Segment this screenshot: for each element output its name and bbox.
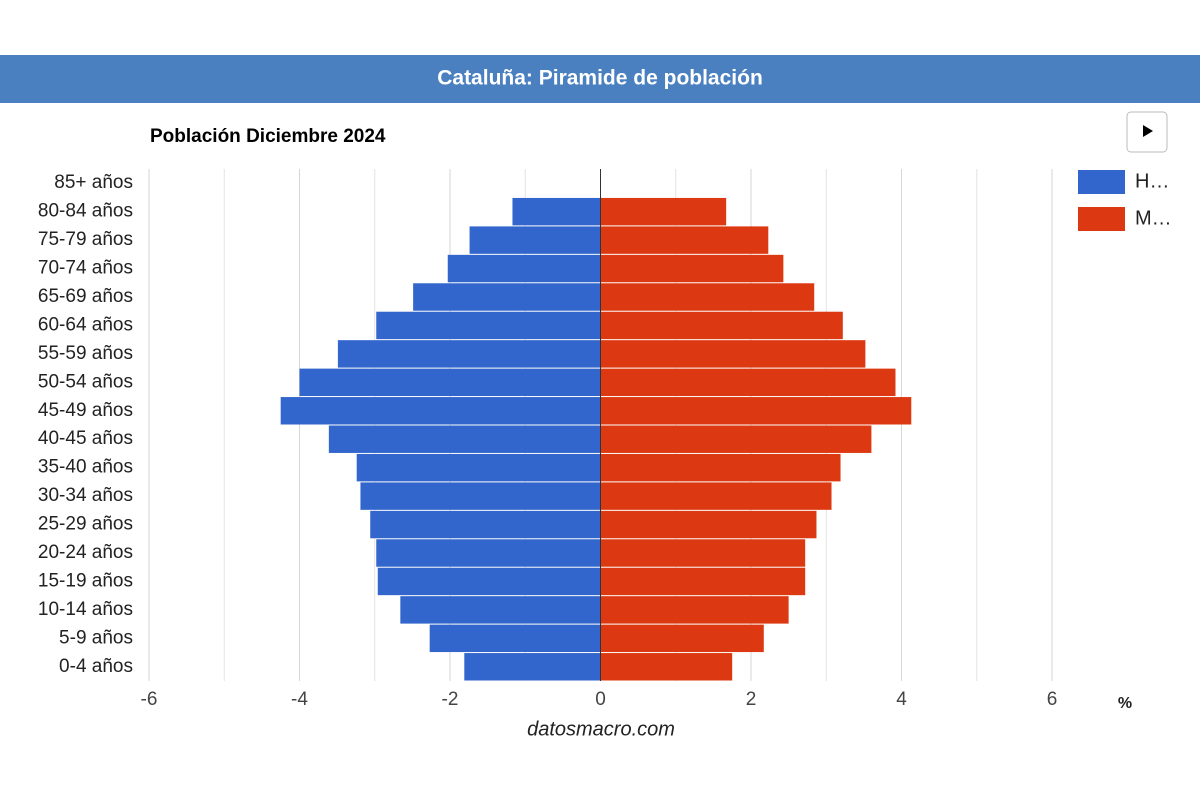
source: datosmacro.com [527, 718, 675, 740]
play-button[interactable] [1126, 111, 1168, 153]
header-bar [0, 55, 1200, 103]
bar [337, 340, 601, 368]
x-tick-label: -4 [291, 689, 308, 710]
header-title: Cataluña: Piramide de población [437, 67, 763, 90]
x-tick-label: 2 [746, 689, 757, 710]
y-tick-label: 65-69 años [38, 286, 133, 307]
bar [376, 311, 601, 340]
legend-swatch [1078, 207, 1125, 231]
bar [377, 567, 601, 596]
bar [356, 453, 601, 482]
x-tick-label: 6 [1047, 689, 1058, 710]
chart-title: Población Diciembre 2024 [150, 126, 386, 147]
bar [600, 226, 769, 254]
bar [464, 653, 601, 681]
bar [600, 482, 832, 510]
bar [600, 624, 764, 653]
bar [413, 283, 601, 311]
y-tick-label: 70-74 años [38, 258, 133, 279]
bar [600, 197, 727, 226]
bar [600, 311, 843, 340]
bar [429, 624, 601, 653]
y-tick-label: 85+ años [54, 172, 133, 193]
x-tick-label: -2 [442, 689, 459, 710]
bar [600, 539, 806, 567]
bar [299, 368, 601, 397]
y-tick-label: 5-9 años [59, 627, 133, 648]
y-tick-label: 45-49 años [38, 400, 133, 421]
bar [280, 397, 601, 425]
y-tick-label: 50-54 años [38, 371, 133, 392]
bar [600, 283, 815, 311]
y-tick-label: 35-40 años [38, 457, 133, 478]
y-tick-label: 75-79 años [38, 229, 133, 250]
bar [600, 510, 817, 539]
bar [469, 226, 601, 254]
bar [512, 197, 601, 226]
bar [600, 425, 872, 453]
bar [447, 254, 601, 283]
bar [600, 340, 866, 368]
y-tick-label: 25-29 años [38, 514, 133, 535]
y-tick-label: 20-24 años [38, 542, 133, 563]
bar [370, 510, 601, 539]
bar [360, 482, 601, 510]
x-tick-label: 0 [595, 689, 606, 710]
bar [328, 425, 601, 453]
x-unit: % [1118, 695, 1132, 712]
y-tick-label: 15-19 años [38, 570, 133, 591]
y-tick-label: 30-34 años [38, 485, 133, 506]
bar [600, 653, 733, 681]
bar [376, 539, 601, 567]
x-tick-label: 4 [896, 689, 907, 710]
bar [600, 368, 896, 397]
y-tick-label: 80-84 años [38, 201, 133, 222]
bar [600, 453, 841, 482]
bar [600, 254, 784, 283]
bar [600, 596, 789, 624]
y-tick-label: 0-4 años [59, 656, 133, 677]
y-tick-label: 55-59 años [38, 343, 133, 364]
bar [600, 397, 912, 425]
bar [600, 567, 806, 596]
x-tick-label: -6 [141, 689, 158, 710]
legend-label: M… [1135, 207, 1172, 229]
y-tick-label: 60-64 años [38, 314, 133, 335]
legend-label: H… [1135, 170, 1169, 192]
bar [400, 596, 601, 624]
y-tick-label: 10-14 años [38, 599, 133, 620]
play-icon [1143, 125, 1153, 137]
y-tick-label: 40-45 años [38, 428, 133, 449]
legend-swatch [1078, 170, 1125, 194]
